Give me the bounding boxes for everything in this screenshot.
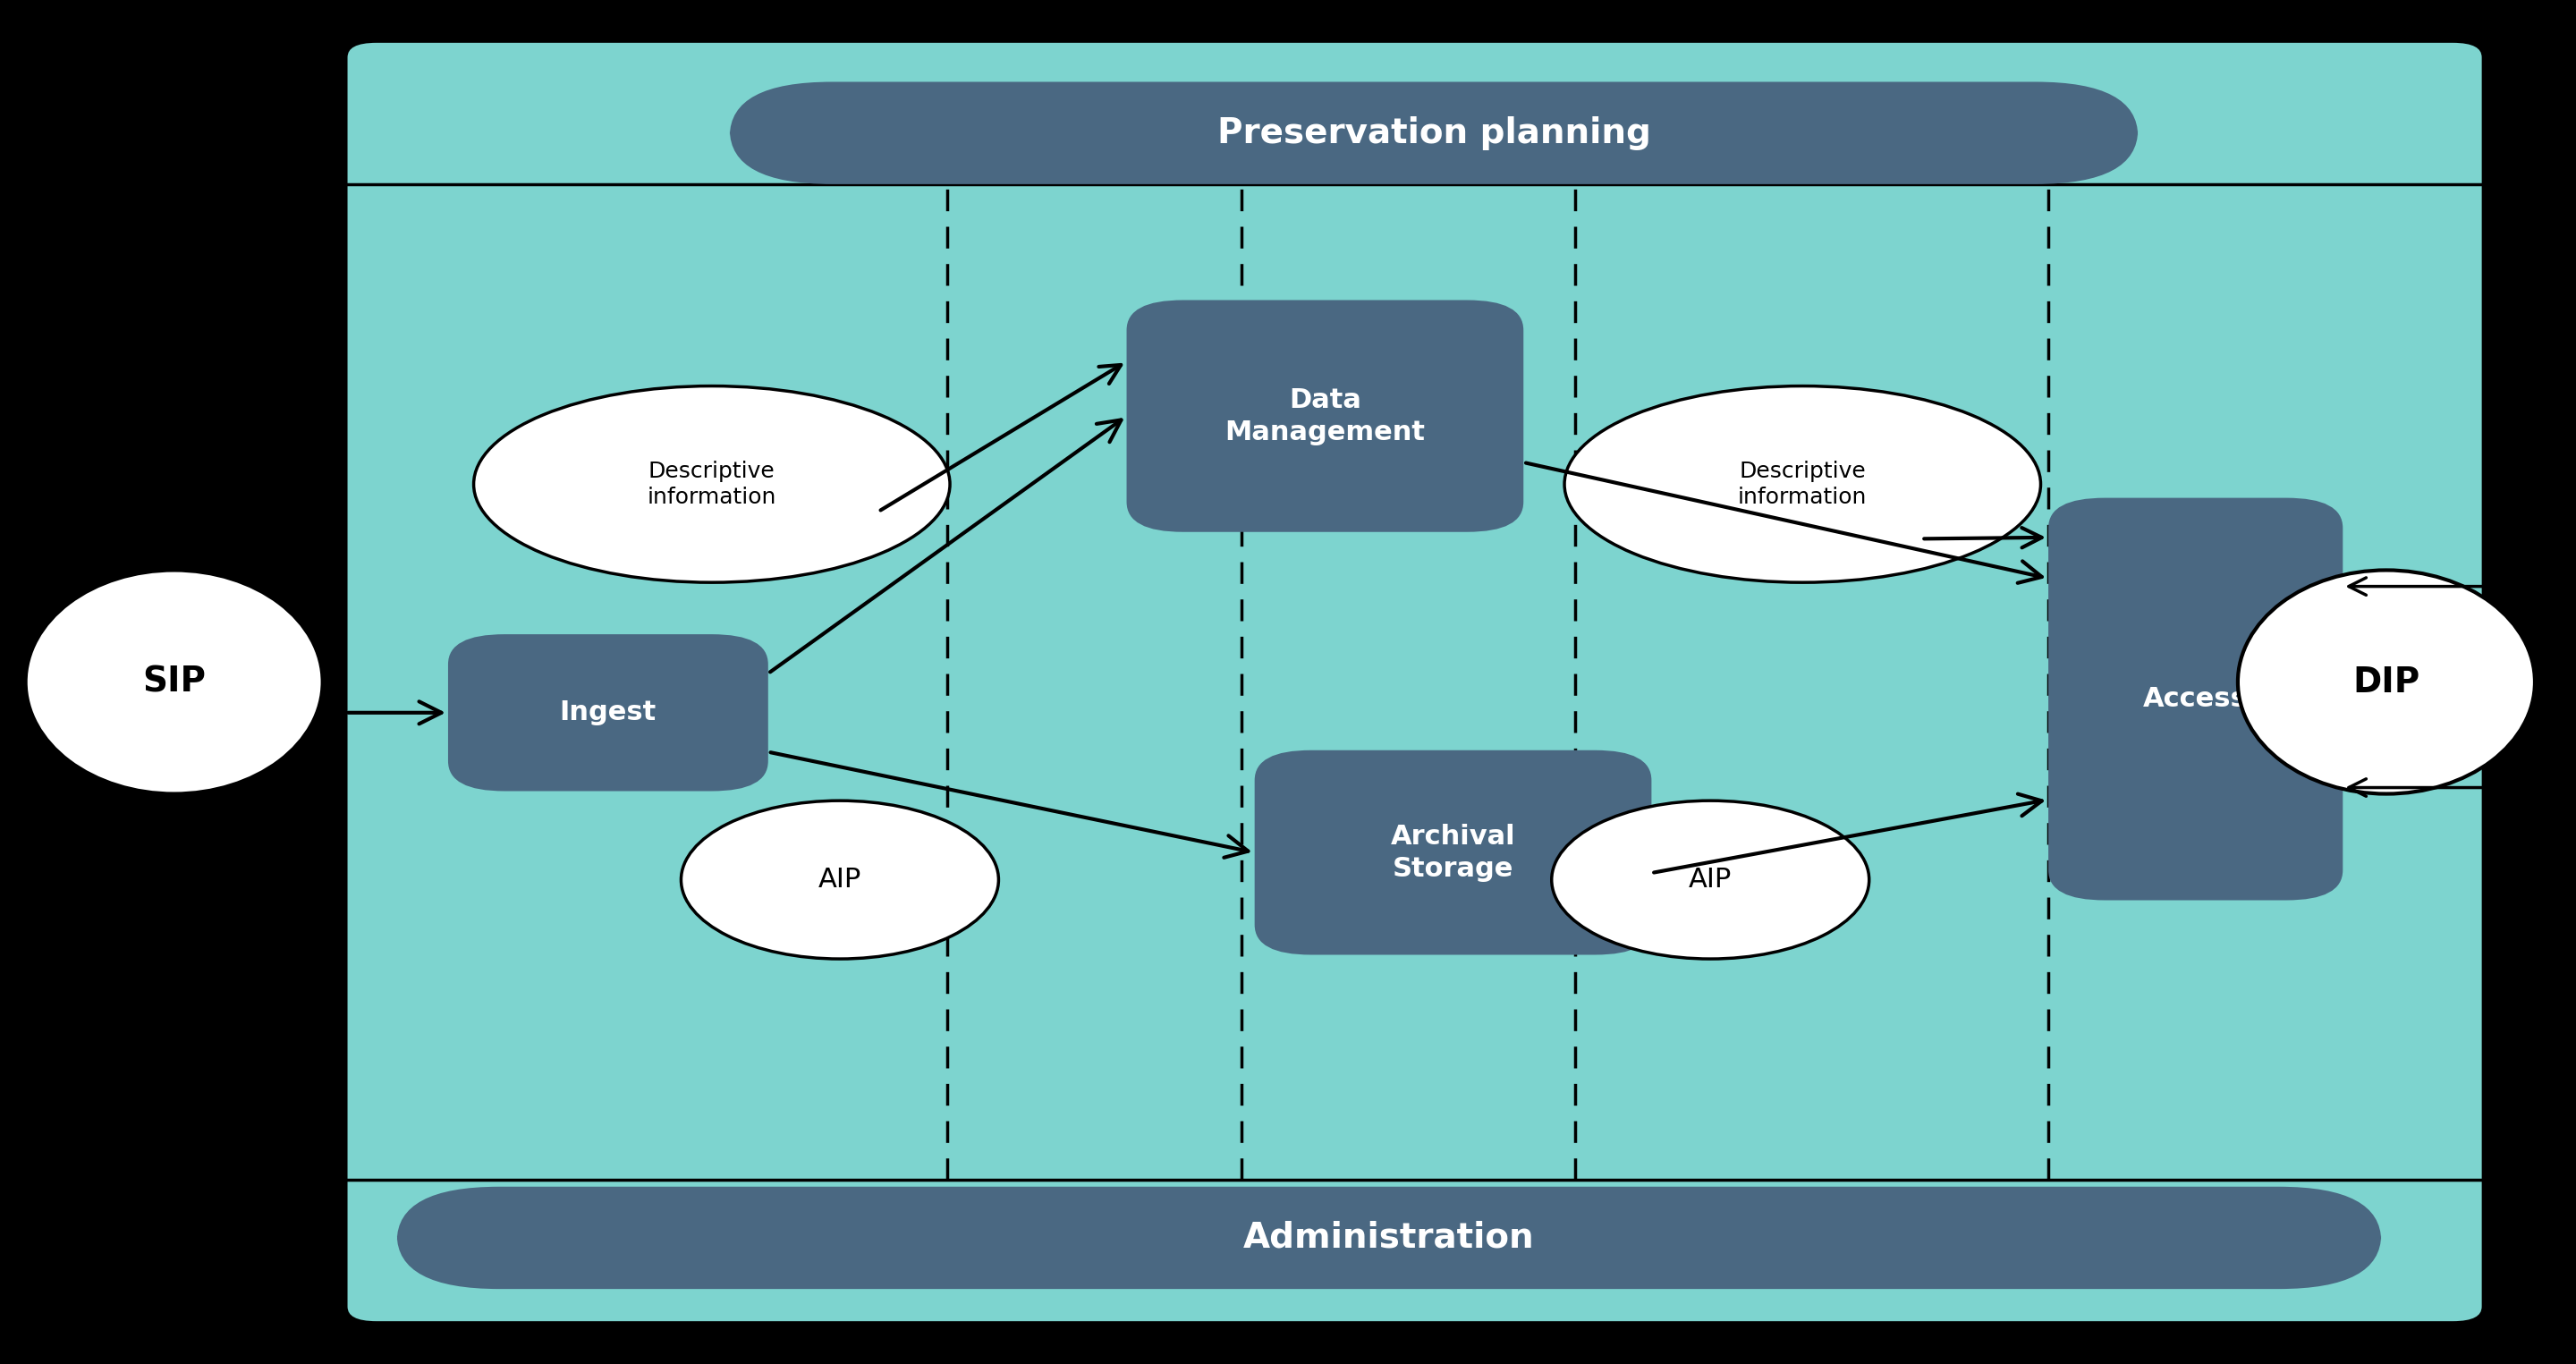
- Text: Archival
Storage: Archival Storage: [1391, 824, 1515, 881]
- FancyBboxPatch shape: [729, 82, 2138, 184]
- Ellipse shape: [1551, 801, 1870, 959]
- Text: Access: Access: [2143, 686, 2249, 712]
- Text: Que: Que: [2522, 542, 2568, 563]
- Text: Ingest: Ingest: [559, 700, 657, 726]
- FancyBboxPatch shape: [1126, 300, 1522, 532]
- Ellipse shape: [680, 801, 999, 959]
- Text: Data
Management: Data Management: [1224, 387, 1425, 445]
- Text: AIP: AIP: [819, 866, 860, 893]
- Ellipse shape: [2239, 570, 2535, 794]
- Text: Descriptive
information: Descriptive information: [647, 460, 775, 509]
- Ellipse shape: [474, 386, 951, 582]
- Text: SIP: SIP: [142, 666, 206, 698]
- FancyBboxPatch shape: [397, 1187, 2380, 1289]
- Ellipse shape: [1564, 386, 2040, 582]
- Text: Administration: Administration: [1244, 1221, 1535, 1255]
- FancyBboxPatch shape: [448, 634, 768, 791]
- FancyBboxPatch shape: [1255, 750, 1651, 955]
- Ellipse shape: [26, 570, 322, 794]
- Text: Descriptive
information: Descriptive information: [1739, 460, 1868, 509]
- Text: AIP: AIP: [1690, 866, 1731, 893]
- FancyBboxPatch shape: [2048, 498, 2342, 900]
- Text: Preservation planning: Preservation planning: [1216, 116, 1651, 150]
- Text: DIP: DIP: [2352, 666, 2419, 698]
- FancyBboxPatch shape: [345, 41, 2483, 1323]
